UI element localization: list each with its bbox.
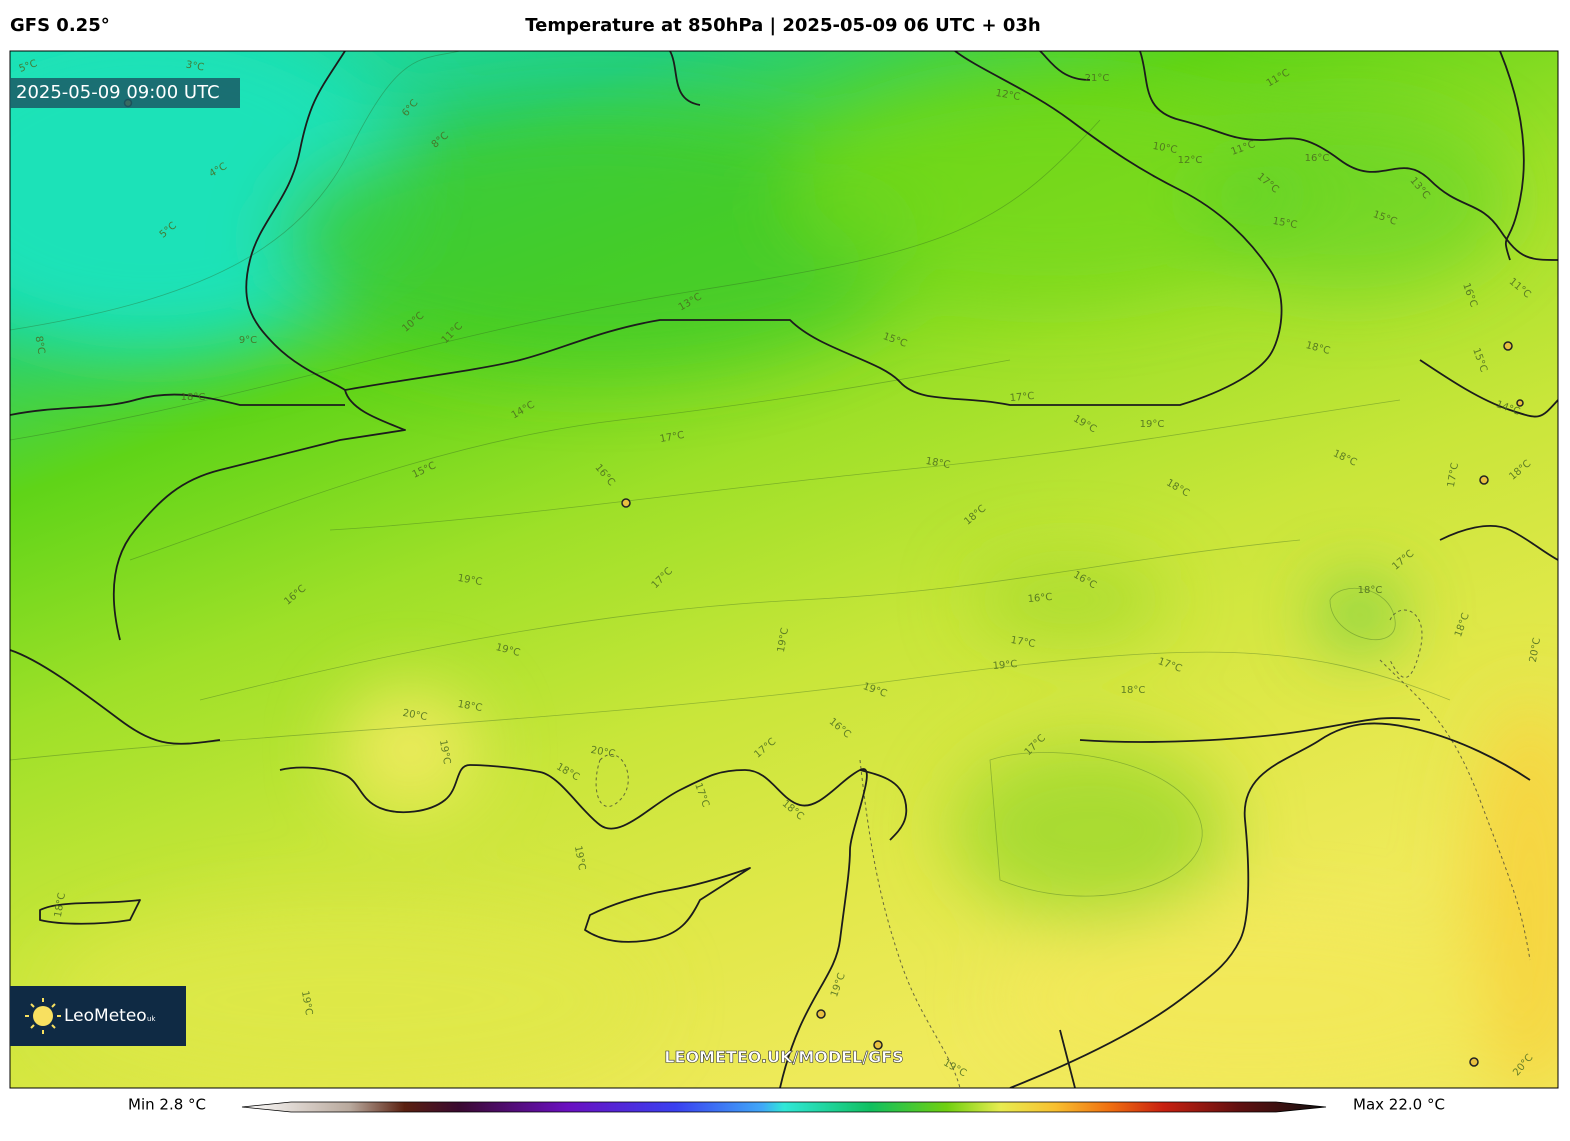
contour-label: 17°C (1010, 635, 1036, 650)
contour-label: 19°C (992, 659, 1018, 672)
contour-label: 8°C (32, 335, 46, 355)
isotherms (10, 51, 1451, 897)
logo-name: LeoMeteo (64, 1006, 147, 1026)
title: Temperature at 850hPa | 2025-05-09 06 UT… (525, 15, 1040, 36)
map-frame (9, 50, 1559, 1089)
contour-label: 9°C (239, 335, 257, 346)
contour-label: 15°C (1272, 216, 1298, 231)
contour-label: 19°C (457, 573, 483, 588)
contour-label: 21°C (1085, 73, 1110, 84)
model-label: GFS 0.25° (10, 15, 110, 36)
map: 5°C 3°C6°C8°C4°C5°C10°C 11°C13°C14°C15°C 16… (0, 0, 1558, 1088)
contour-label: 18°C (1358, 585, 1383, 596)
contour-label: 16°C (1305, 153, 1330, 164)
contour-label: 20°C (402, 708, 428, 723)
contour-label: 19°C (1140, 419, 1165, 430)
contour-label: 16°C (1027, 592, 1053, 605)
contour-label: 18°C (181, 392, 206, 403)
contour-label: 10°C (1152, 141, 1178, 156)
min-label: Min 2.8 °C (128, 1096, 206, 1114)
contour-label: 20°C (1528, 637, 1543, 663)
contour-label: 18°C (457, 699, 483, 714)
logo-suffix: uk (147, 1015, 156, 1023)
logo: LeoMeteo uk (10, 986, 186, 1046)
contour-label: 10°C (0, 0, 12, 6)
contour-label: 19°C (572, 845, 587, 871)
contour-label: 18°C (925, 456, 951, 471)
temperature-field (10, 51, 1558, 1088)
contour-label: 3°C (185, 59, 205, 73)
coastlines (10, 51, 1558, 1088)
contour-label: 17°C (1009, 391, 1035, 404)
contour-label: 20°C (590, 745, 616, 760)
colorbar (241, 1101, 1327, 1113)
contour-label: 12°C (995, 88, 1021, 103)
contour-label: 19°C (776, 627, 791, 653)
contour-label: 18°C (53, 892, 68, 918)
max-label: Max 22.0 °C (1353, 1096, 1445, 1114)
contour-label: 12°C (1178, 155, 1203, 166)
contour-label: 17°C (1446, 462, 1461, 488)
contour-label: 17°C (659, 430, 685, 445)
contour-label: 19°C (299, 990, 314, 1016)
boundaries (595, 609, 1531, 1088)
timestamp-box: 2025-05-09 09:00 UTC (10, 78, 240, 108)
contour-label: 18°C (1121, 685, 1146, 696)
watermark: LEOMETEO.UK/MODEL/GFS (664, 1048, 903, 1067)
contour-label: 19°C (437, 739, 452, 765)
timestamp: 2025-05-09 09:00 UTC (16, 82, 220, 103)
